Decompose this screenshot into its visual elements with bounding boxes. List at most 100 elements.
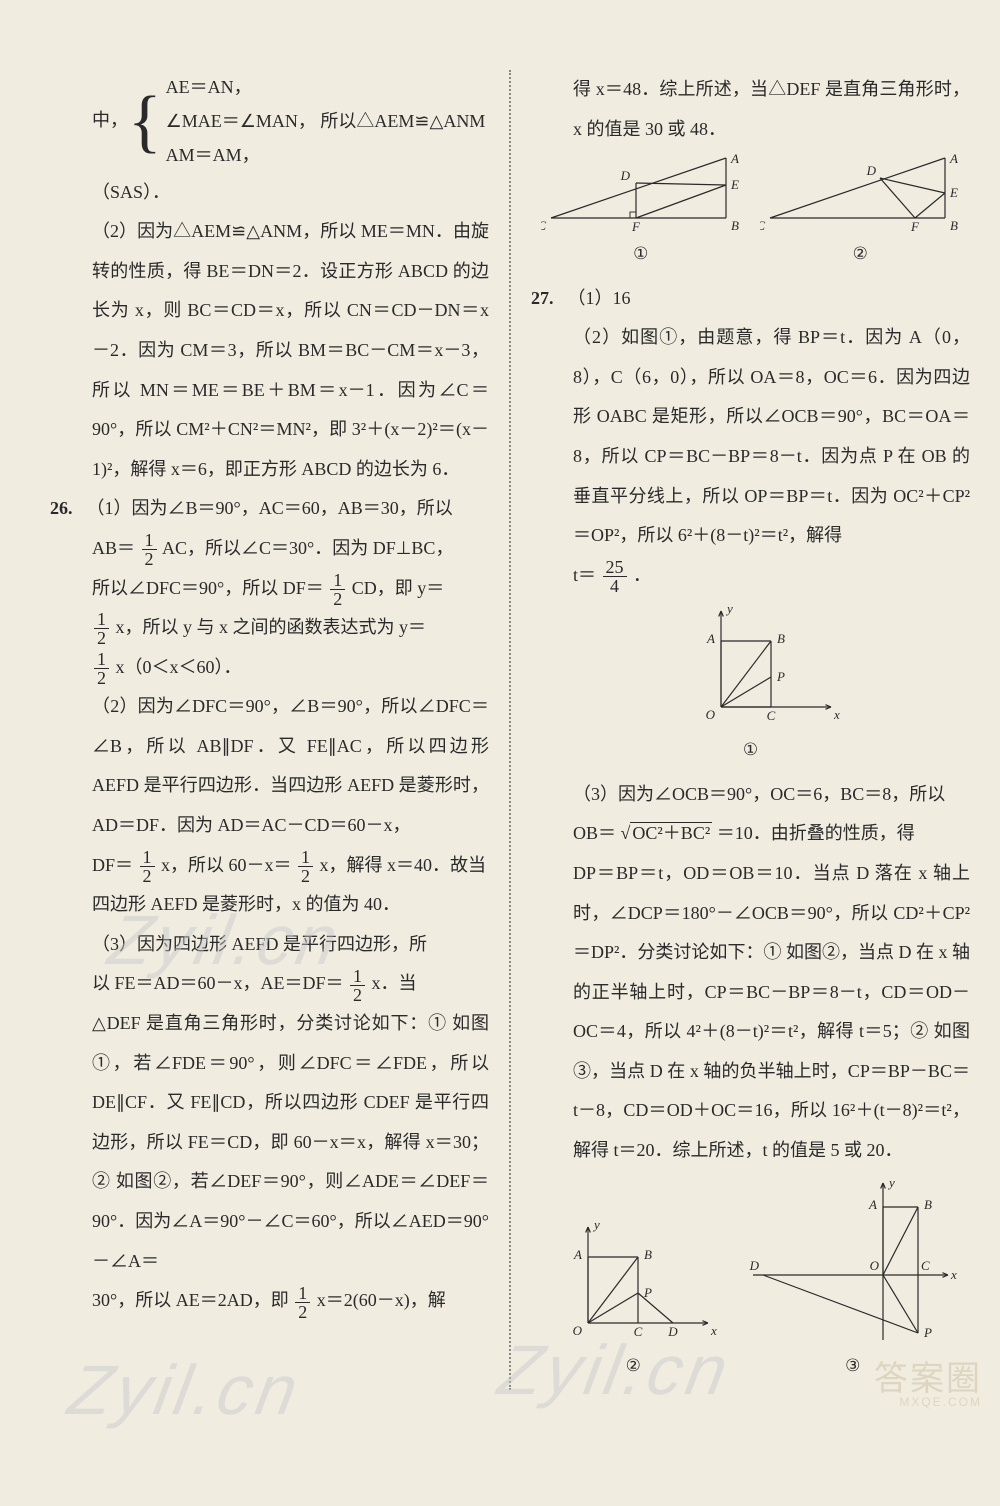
p25-brace: 中， { AE＝AN， ∠MAE＝∠MAN， 所以△AEM≌△ANM AM＝AM… (92, 70, 489, 173)
figure-tri-2: CBADEF ② (760, 149, 960, 278)
figure-tri-1: C B A D E F ① (541, 149, 741, 278)
svg-text:x: x (710, 1323, 717, 1338)
svg-text:y: y (592, 1217, 600, 1232)
svg-text:F: F (910, 219, 920, 233)
fig1-label: ① (541, 235, 741, 272)
svg-text:x: x (833, 707, 840, 722)
p25-2: （2）因为△AEM≌△ANM，所以 ME＝MN．由旋转的性质，得 BE＝DN＝2… (50, 212, 489, 489)
p26-1a-text: （1）因为∠B＝90°，AC＝60，AB＝30，所以 (87, 498, 453, 518)
figure-row-1: C B A D E F ① C B A D E F ② (531, 149, 970, 278)
svg-text:D: D (866, 163, 877, 178)
watermark-corner: 答案圈 MXQE.COM (874, 1362, 982, 1408)
svg-text:P: P (923, 1325, 932, 1340)
t: ＝10．由折叠的性质，得 (717, 823, 915, 843)
svg-text:F: F (631, 219, 641, 233)
figure-rect-1: OCBAPyx ① (531, 599, 970, 768)
svg-text:P: P (643, 1285, 652, 1300)
t: CD，即 y＝ (352, 578, 445, 598)
column-divider (509, 70, 511, 1390)
svg-text:x: x (950, 1267, 957, 1282)
svg-text:y: y (725, 601, 733, 616)
svg-text:B: B (731, 218, 739, 233)
brace-content: AE＝AN， ∠MAE＝∠MAN， 所以△AEM≌△ANM AM＝AM， (166, 70, 486, 173)
frac-half-2: 12 (330, 571, 345, 608)
brace-line3: AM＝AM， (166, 138, 486, 172)
corner-big: 答案圈 (874, 1360, 982, 1398)
frac-half-8: 12 (295, 1284, 310, 1321)
sqrt-inner: OC²＋BC² (630, 822, 712, 843)
p26-3a: （3）因为四边形 AEFD 是平行四边形，所 (50, 925, 489, 965)
p26-1a: 26. （1）因为∠B＝90°，AC＝60，AB＝30，所以 (50, 489, 489, 529)
t: 30°，所以 AE＝2AD，即 (92, 1290, 289, 1310)
p27-2a: （2）如图①，由题意，得 BP＝t．因为 A（0，8），C（6，0），所以 OA… (531, 318, 970, 556)
svg-text:A: A (730, 153, 739, 166)
left-column: 中， { AE＝AN， ∠MAE＝∠MAN， 所以△AEM≌△ANM AM＝AM… (30, 70, 499, 1390)
p26-3b: 以 FE＝AD＝60－x，AE＝DF＝ 12 x．当 (50, 964, 489, 1004)
p27-3a: （3）因为∠OCB＝90°，OC＝6，BC＝8，所以 (531, 775, 970, 815)
svg-text:E: E (730, 177, 739, 192)
t: x（0＜x＜60）． (116, 657, 242, 677)
frac-half-6: 12 (298, 848, 313, 885)
p27-1: 27. （1）16 (531, 279, 970, 319)
t: x，所以 y 与 x 之间的函数表达式为 y＝ (116, 617, 427, 637)
t: x＝2(60－x)，解 (317, 1290, 446, 1310)
p26-1e: 12 x（0＜x＜60）． (50, 648, 489, 688)
p26-top: 得 x＝48．综上所述，当△DEF 是直角三角形时，x 的值是 30 或 48． (531, 70, 970, 149)
svg-text:P: P (776, 669, 785, 684)
svg-text:y: y (887, 1175, 895, 1190)
p26-3c: △DEF 是直角三角形时，分类讨论如下：① 如图①，若∠FDE＝90°，则∠DF… (50, 1004, 489, 1281)
frac-half-1: 12 (142, 531, 157, 568)
p27-3c: DP＝BP＝t，OD＝OB＝10．当点 D 落在 x 轴上时，∠DCP＝180°… (531, 854, 970, 1171)
p26-2c: 四边形 AEFD 是菱形时，x 的值为 40． (50, 885, 489, 925)
fig3-label: ① (531, 731, 970, 768)
frac-half-3: 12 (94, 610, 109, 647)
brace-prefix: 中， (92, 101, 128, 141)
svg-text:O: O (869, 1258, 879, 1273)
t: 以 FE＝AD＝60－x，AE＝DF＝ (92, 973, 344, 993)
svg-text:C: C (760, 218, 765, 233)
p26-1b: AB＝ 12 AC，所以∠C＝30°．因为 DF⊥BC， (50, 529, 489, 569)
svg-text:C: C (634, 1324, 643, 1339)
t: t＝ (573, 565, 596, 585)
svg-text:D: D (619, 168, 630, 183)
p25-sas: （SAS）． (50, 173, 489, 213)
svg-text:E: E (949, 185, 958, 200)
right-column: 得 x＝48．综上所述，当△DEF 是直角三角形时，x 的值是 30 或 48．… (521, 70, 970, 1390)
p26-2b: DF＝ 12 x，所以 60－x＝ 12 x，解得 x＝40．故当 (50, 846, 489, 886)
svg-text:C: C (541, 218, 546, 233)
figure-rect-2: OCDBAPyx ② (543, 1211, 723, 1390)
fig4-label: ② (543, 1347, 723, 1384)
svg-text:B: B (950, 218, 958, 233)
svg-text:A: A (706, 631, 715, 646)
figure-row-2: OCDBAPyx ② OCDBAPyx ③ (531, 1171, 970, 1390)
p26-3d: 30°，所以 AE＝2AD，即 12 x＝2(60－x)，解 (50, 1281, 489, 1321)
fig2-label: ② (760, 235, 960, 272)
svg-text:O: O (705, 707, 715, 722)
p26-1d: 12 x，所以 y 与 x 之间的函数表达式为 y＝ (50, 608, 489, 648)
problem-number-26: 26. (50, 489, 82, 529)
problem-number-27: 27. (531, 279, 563, 319)
frac-half-4: 12 (94, 650, 109, 687)
svg-text:B: B (777, 631, 785, 646)
p27-2b: t＝ 254 ． (531, 556, 970, 596)
svg-text:B: B (644, 1247, 652, 1262)
t: ． (633, 565, 651, 585)
frac-half-7: 12 (350, 967, 365, 1004)
p26-2: （2）因为∠DFC＝90°，∠B＝90°，所以∠DFC＝∠B，所以 AB∥DF．… (50, 687, 489, 845)
frac-half-5: 12 (140, 848, 155, 885)
svg-text:C: C (921, 1258, 930, 1273)
brace-line1: AE＝AN， (166, 70, 486, 104)
svg-text:D: D (748, 1258, 759, 1273)
t: x．当 (372, 973, 417, 993)
t: x，解得 x＝40．故当 (320, 855, 487, 875)
p27-3b: OB＝ √OC²＋BC² ＝10．由折叠的性质，得 (531, 814, 970, 854)
curly-brace-icon: { (128, 97, 162, 146)
svg-text:A: A (868, 1197, 877, 1212)
frac-25-4: 254 (603, 558, 627, 595)
sqrt-expr: √OC²＋BC² (621, 822, 713, 843)
t: x，所以 60－x＝ (161, 855, 292, 875)
page: Zyil.cn Zyil.cn Zyil.cn 答案圈 MXQE.COM 中， … (0, 0, 1000, 1420)
t: 所以∠DFC＝90°，所以 DF＝ (92, 578, 324, 598)
p27-1-text: （1）16 (568, 288, 631, 308)
brace-line2: ∠MAE＝∠MAN， (166, 111, 316, 131)
